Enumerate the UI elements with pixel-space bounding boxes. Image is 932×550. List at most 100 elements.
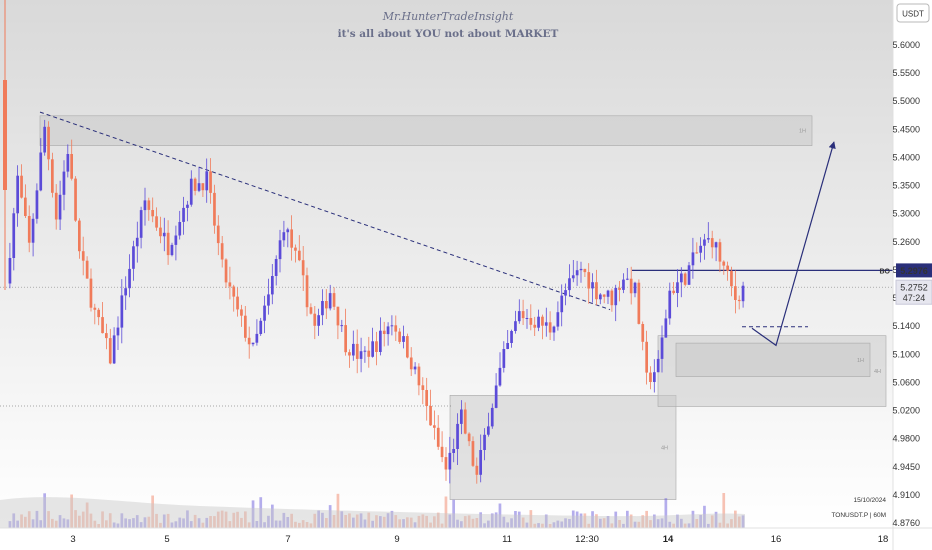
candle-body [355, 343, 359, 359]
volume-bar [236, 511, 239, 528]
volume-layer [0, 493, 745, 528]
current-price-badge [895, 279, 932, 305]
candle-body [610, 290, 614, 306]
volume-bar [371, 520, 374, 528]
candle-body [62, 171, 66, 195]
volume-bar [390, 510, 394, 528]
candle-body [452, 449, 455, 453]
candle-body [707, 238, 710, 240]
volume-bar [394, 515, 398, 528]
volume-bar [382, 516, 386, 528]
volume-bar [552, 522, 556, 528]
candle-body [178, 222, 182, 236]
volume-bar [490, 513, 494, 528]
candle-body [714, 242, 718, 248]
candle-body [618, 287, 621, 290]
candle-body [93, 307, 97, 310]
candle-body [35, 190, 39, 219]
candle-body [105, 333, 108, 339]
y-tick-label: 5.3000 [892, 209, 920, 219]
candle-body [406, 336, 409, 358]
volume-bar [544, 514, 548, 528]
volume-bar [344, 515, 347, 528]
volume-bar [483, 523, 486, 528]
candle-body [394, 325, 398, 332]
candle-body [8, 258, 12, 284]
candle-body [398, 331, 401, 342]
volume-bar [452, 499, 455, 528]
volume-bar [251, 500, 255, 528]
volume-bar [614, 511, 618, 528]
candle-body [695, 252, 699, 254]
supply-demand-zone [39, 115, 813, 146]
candle-body [680, 273, 683, 283]
plot-background [0, 0, 893, 528]
volume-bar [27, 511, 31, 528]
y-tick-label: 5.3500 [892, 181, 920, 191]
volume-bar [97, 524, 100, 528]
volume-bar [120, 513, 124, 528]
volume-bar [425, 515, 428, 528]
y-tick-label: 5.5000 [892, 96, 920, 106]
volume-bar [205, 517, 209, 528]
candle-countdown: 47:24 [903, 293, 926, 303]
volume-bar [220, 510, 224, 528]
candle-body [687, 265, 691, 285]
candle-body [734, 286, 737, 300]
volume-bar [274, 520, 278, 528]
candle-body [421, 385, 425, 390]
volume-bar [143, 517, 147, 528]
volume-bar [51, 518, 54, 528]
y-tick-label: 5.1000 [892, 349, 920, 359]
volume-bar [232, 512, 236, 528]
candle-body [244, 315, 247, 338]
candle-body [633, 282, 637, 294]
volume-bar [43, 493, 46, 528]
candle-body [541, 316, 544, 326]
candle-body [213, 192, 216, 226]
volume-bar [352, 517, 355, 528]
y-tick-label: 5.2600 [892, 237, 920, 247]
candle-body [479, 450, 482, 475]
candle-body [460, 409, 463, 424]
volume-bar [348, 513, 351, 528]
volume-bar [668, 521, 672, 528]
volume-bar [93, 520, 97, 528]
x-tick-label: 12:30 [575, 534, 599, 545]
supply-demand-zone [449, 394, 677, 500]
volume-bar [467, 515, 471, 528]
volume-bar [595, 514, 598, 528]
volume-bar [691, 510, 695, 528]
volume-bar [610, 523, 614, 528]
candle-body [97, 309, 100, 318]
author-title: Mr.HunterTradeInsight [382, 10, 514, 23]
volume-bar [139, 522, 143, 528]
volume-bar [587, 523, 591, 528]
candle-body [3, 80, 7, 190]
candle-body [556, 312, 560, 327]
currency-button[interactable] [896, 3, 930, 23]
zones-layer: 1H 4H 4H 1H [39, 115, 887, 500]
volume-bar [170, 522, 174, 528]
candle-body [298, 250, 301, 261]
volume-bar [367, 512, 371, 528]
x-axis[interactable]: 3 5 7 9 11 12:30 14 16 18 [70, 534, 888, 545]
volume-bar [406, 517, 409, 528]
volume-bar [517, 511, 521, 528]
candle-body [16, 175, 19, 214]
candle-body [649, 372, 652, 382]
volume-bar [556, 520, 560, 528]
candle-body [483, 434, 486, 450]
candle-body [533, 324, 537, 328]
volume-bar [722, 493, 726, 528]
volume-bar [255, 521, 259, 528]
zone-label: 4H [661, 446, 668, 452]
volume-bar [417, 515, 421, 528]
y-tick-label: 5.4500 [892, 124, 920, 134]
x-tick-label: 3 [70, 534, 75, 545]
volume-bar [649, 520, 652, 528]
volume-bar [359, 513, 363, 528]
volume-bar [529, 510, 533, 528]
